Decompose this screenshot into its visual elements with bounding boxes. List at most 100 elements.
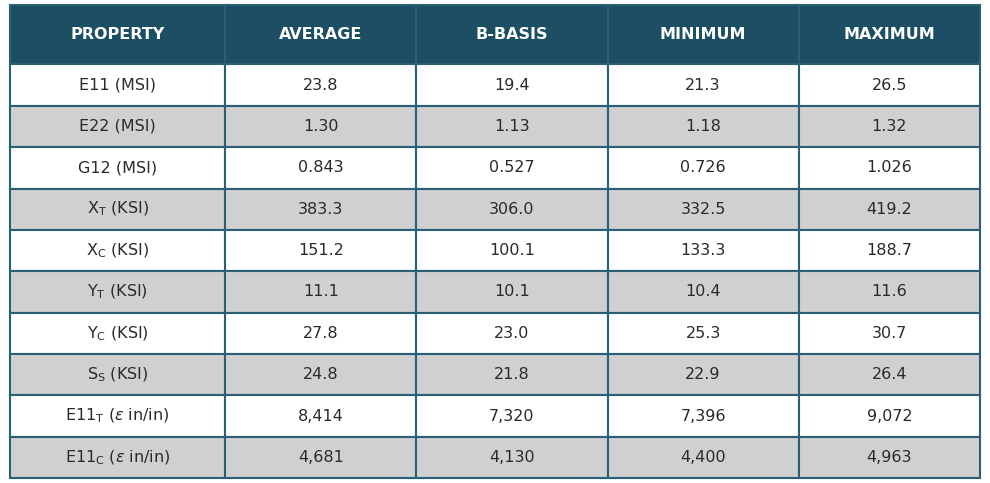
Text: $\mathregular{X}_{\mathregular{T}}$ (KSI): $\mathregular{X}_{\mathregular{T}}$ (KSI… xyxy=(86,200,148,218)
Bar xyxy=(226,354,417,396)
Text: $\mathregular{Y}_{\mathregular{C}}$ (KSI): $\mathregular{Y}_{\mathregular{C}}$ (KSI… xyxy=(87,324,148,342)
Bar xyxy=(608,147,799,188)
Text: 0.726: 0.726 xyxy=(680,160,726,175)
Bar xyxy=(608,230,799,271)
Bar xyxy=(608,106,799,147)
Bar xyxy=(799,106,980,147)
Text: 383.3: 383.3 xyxy=(298,202,344,217)
Bar xyxy=(10,437,226,478)
Bar xyxy=(799,64,980,106)
Bar xyxy=(226,106,417,147)
Text: MAXIMUM: MAXIMUM xyxy=(843,27,936,42)
Bar xyxy=(226,64,417,106)
Text: 7,396: 7,396 xyxy=(680,409,726,424)
Text: 23.8: 23.8 xyxy=(303,78,339,93)
Bar xyxy=(226,147,417,188)
Text: 4,400: 4,400 xyxy=(680,450,726,465)
Text: 1.18: 1.18 xyxy=(685,119,721,134)
Bar xyxy=(417,147,608,188)
Text: 26.4: 26.4 xyxy=(871,367,907,382)
Bar xyxy=(608,437,799,478)
Bar xyxy=(799,188,980,230)
Bar xyxy=(417,396,608,437)
Text: 0.843: 0.843 xyxy=(298,160,344,175)
Text: 22.9: 22.9 xyxy=(685,367,721,382)
Bar xyxy=(799,354,980,396)
Text: 11.6: 11.6 xyxy=(871,284,907,299)
Bar xyxy=(417,106,608,147)
Text: B-BASIS: B-BASIS xyxy=(476,27,548,42)
Text: $\mathregular{E11}_{\mathregular{C}}$ ($\varepsilon$ in/in): $\mathregular{E11}_{\mathregular{C}}$ ($… xyxy=(65,448,170,467)
Text: 419.2: 419.2 xyxy=(866,202,912,217)
Text: 332.5: 332.5 xyxy=(680,202,726,217)
Text: 188.7: 188.7 xyxy=(866,243,913,258)
Bar xyxy=(10,147,226,188)
Text: 1.13: 1.13 xyxy=(494,119,530,134)
Bar xyxy=(10,396,226,437)
Bar xyxy=(417,313,608,354)
Text: 10.4: 10.4 xyxy=(685,284,721,299)
Text: 4,963: 4,963 xyxy=(866,450,912,465)
Bar xyxy=(10,230,226,271)
Text: 100.1: 100.1 xyxy=(489,243,535,258)
Bar xyxy=(10,106,226,147)
Bar xyxy=(608,396,799,437)
Text: 7,320: 7,320 xyxy=(489,409,535,424)
Bar xyxy=(608,313,799,354)
Bar xyxy=(226,188,417,230)
Text: 25.3: 25.3 xyxy=(685,326,721,341)
Bar xyxy=(417,5,608,64)
Bar xyxy=(417,188,608,230)
Text: 1.30: 1.30 xyxy=(303,119,339,134)
Bar xyxy=(608,188,799,230)
Text: AVERAGE: AVERAGE xyxy=(279,27,362,42)
Text: 30.7: 30.7 xyxy=(872,326,907,341)
Text: G12 (MSI): G12 (MSI) xyxy=(78,160,157,175)
Bar xyxy=(226,230,417,271)
Text: 19.4: 19.4 xyxy=(494,78,530,93)
Bar xyxy=(417,230,608,271)
Bar xyxy=(10,271,226,313)
Bar xyxy=(226,271,417,313)
Bar xyxy=(799,5,980,64)
Bar xyxy=(10,188,226,230)
Bar xyxy=(608,271,799,313)
Bar xyxy=(417,271,608,313)
Text: 151.2: 151.2 xyxy=(298,243,344,258)
Bar xyxy=(799,313,980,354)
Text: 4,130: 4,130 xyxy=(489,450,535,465)
Text: 306.0: 306.0 xyxy=(489,202,535,217)
Text: 24.8: 24.8 xyxy=(303,367,339,382)
Text: 23.0: 23.0 xyxy=(494,326,530,341)
Bar xyxy=(799,230,980,271)
Bar xyxy=(799,271,980,313)
Bar xyxy=(417,354,608,396)
Bar xyxy=(608,64,799,106)
Bar xyxy=(10,354,226,396)
Text: E11 (MSI): E11 (MSI) xyxy=(79,78,156,93)
Bar xyxy=(10,313,226,354)
Text: MINIMUM: MINIMUM xyxy=(660,27,746,42)
Bar xyxy=(10,64,226,106)
Bar xyxy=(226,313,417,354)
Bar xyxy=(10,5,226,64)
Bar xyxy=(226,5,417,64)
Bar xyxy=(226,396,417,437)
Bar xyxy=(799,147,980,188)
Text: 11.1: 11.1 xyxy=(303,284,339,299)
Text: 26.5: 26.5 xyxy=(871,78,907,93)
Text: 27.8: 27.8 xyxy=(303,326,339,341)
Text: 0.527: 0.527 xyxy=(489,160,535,175)
Bar xyxy=(799,396,980,437)
Text: 8,414: 8,414 xyxy=(298,409,344,424)
Bar xyxy=(608,5,799,64)
Text: 1.32: 1.32 xyxy=(871,119,907,134)
Text: PROPERTY: PROPERTY xyxy=(70,27,164,42)
Text: 9,072: 9,072 xyxy=(866,409,912,424)
Text: 133.3: 133.3 xyxy=(680,243,726,258)
Bar xyxy=(799,437,980,478)
Text: 4,681: 4,681 xyxy=(298,450,344,465)
Text: $\mathregular{S}_{\mathregular{S}}$ (KSI): $\mathregular{S}_{\mathregular{S}}$ (KSI… xyxy=(87,366,148,384)
Text: $\mathregular{X}_{\mathregular{C}}$ (KSI): $\mathregular{X}_{\mathregular{C}}$ (KSI… xyxy=(86,242,149,260)
Text: 21.3: 21.3 xyxy=(685,78,721,93)
